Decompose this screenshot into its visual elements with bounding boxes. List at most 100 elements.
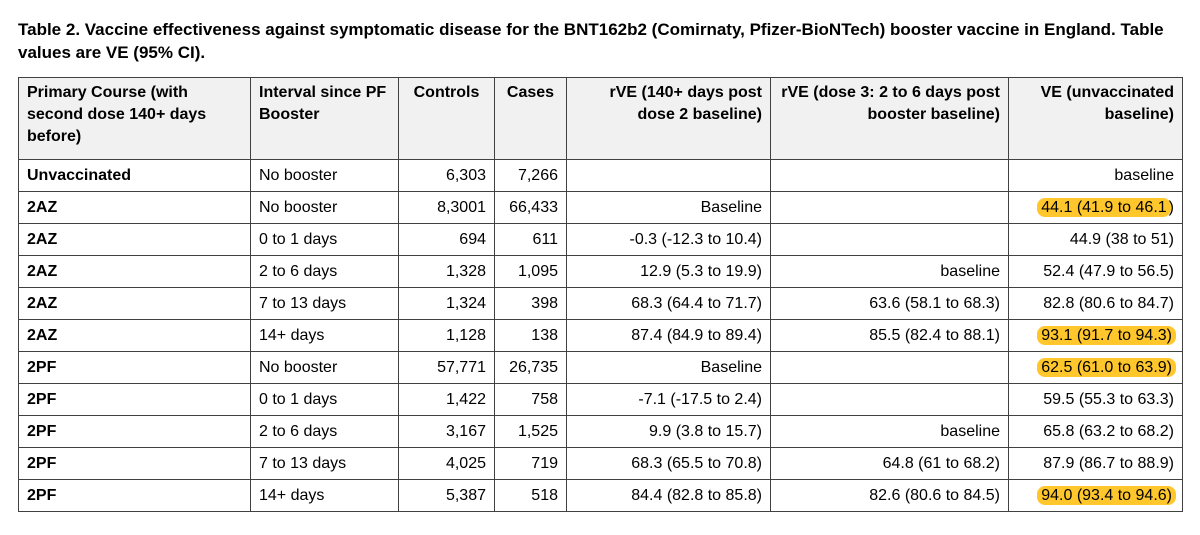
cell-controls: 57,771 bbox=[398, 351, 495, 384]
cell-ve: 44.9 (38 to 51) bbox=[1008, 223, 1183, 256]
cell-rve_dose2: -0.3 (-12.3 to 10.4) bbox=[566, 223, 771, 256]
cell-controls: 6,303 bbox=[398, 159, 495, 192]
cell-controls: 1,128 bbox=[398, 319, 495, 352]
column-header-primary: Primary Course (with second dose 140+ da… bbox=[18, 77, 251, 160]
column-header-controls: Controls bbox=[398, 77, 495, 160]
cell-primary: 2AZ bbox=[18, 191, 251, 224]
ve-highlight: 94.0 (93.4 to 94.6) bbox=[1037, 485, 1176, 505]
cell-interval: 2 to 6 days bbox=[250, 415, 399, 448]
column-header-ve: VE (unvaccinated baseline) bbox=[1008, 77, 1183, 160]
column-header-interval: Interval since PF Booster bbox=[250, 77, 399, 160]
cell-cases: 398 bbox=[494, 287, 567, 320]
table-row: 2PF 2 to 6 days 3,167 1,525 9.9 (3.8 to 15.7… bbox=[18, 415, 1183, 448]
table-row: 2AZ No booster 8,3001 66,433 Baseline 44.1 (4… bbox=[18, 191, 1183, 224]
table-row: 2PF 14+ days 5,387 518 84.4 (82.8 to 85.8) 82… bbox=[18, 479, 1183, 512]
cell-controls: 1,422 bbox=[398, 383, 495, 416]
cell-ve: 82.8 (80.6 to 84.7) bbox=[1008, 287, 1183, 320]
cell-rve_dose2: Baseline bbox=[566, 191, 771, 224]
cell-interval: 2 to 6 days bbox=[250, 255, 399, 288]
cell-cases: 7,266 bbox=[494, 159, 567, 192]
table-row: 2AZ 0 to 1 days 694 611 -0.3 (-12.3 to 10.4)… bbox=[18, 223, 1183, 256]
cell-interval: 0 to 1 days bbox=[250, 383, 399, 416]
cell-controls: 1,328 bbox=[398, 255, 495, 288]
cell-interval: 14+ days bbox=[250, 319, 399, 352]
table-row: 2PF 0 to 1 days 1,422 758 -7.1 (-17.5 to 2.4… bbox=[18, 383, 1183, 416]
cell-ve: 44.1 (41.9 to 46.1) bbox=[1008, 191, 1183, 224]
cell-ve: 59.5 (55.3 to 63.3) bbox=[1008, 383, 1183, 416]
cell-rve_dose2: 68.3 (64.4 to 71.7) bbox=[566, 287, 771, 320]
table-row: 2PF No booster 57,771 26,735 Baseline 62.5 (6… bbox=[18, 351, 1183, 384]
cell-primary: 2PF bbox=[18, 351, 251, 384]
cell-interval: 14+ days bbox=[250, 479, 399, 512]
cell-ve: 62.5 (61.0 to 63.9) bbox=[1008, 351, 1183, 384]
cell-cases: 719 bbox=[494, 447, 567, 480]
ve-highlight: 44.1 (41.9 to 46.1 bbox=[1037, 197, 1171, 217]
cell-cases: 758 bbox=[494, 383, 567, 416]
cell-rve_dose2: 87.4 (84.9 to 89.4) bbox=[566, 319, 771, 352]
cell-rve_booster: 85.5 (82.4 to 88.1) bbox=[770, 319, 1009, 352]
cell-cases: 518 bbox=[494, 479, 567, 512]
cell-rve_dose2: 68.3 (65.5 to 70.8) bbox=[566, 447, 771, 480]
cell-ve: 94.0 (93.4 to 94.6) bbox=[1008, 479, 1183, 512]
cell-rve_dose2: 12.9 (5.3 to 19.9) bbox=[566, 255, 771, 288]
cell-interval: 7 to 13 days bbox=[250, 287, 399, 320]
cell-ve: 93.1 (91.7 to 94.3) bbox=[1008, 319, 1183, 352]
cell-interval: 0 to 1 days bbox=[250, 223, 399, 256]
cell-cases: 1,525 bbox=[494, 415, 567, 448]
table-row: Unvaccinated No booster 6,303 7,266 baseline bbox=[18, 159, 1183, 192]
cell-rve_booster bbox=[770, 159, 1009, 192]
cell-rve_booster bbox=[770, 383, 1009, 416]
table-caption: Table 2. Vaccine effectiveness against s… bbox=[18, 20, 1164, 62]
cell-cases: 66,433 bbox=[494, 191, 567, 224]
cell-rve_booster: 64.8 (61 to 68.2) bbox=[770, 447, 1009, 480]
cell-primary: Unvaccinated bbox=[18, 159, 251, 192]
cell-primary: 2AZ bbox=[18, 319, 251, 352]
cell-primary: 2PF bbox=[18, 415, 251, 448]
cell-controls: 1,324 bbox=[398, 287, 495, 320]
table-header-row: Primary Course (with second dose 140+ da… bbox=[18, 77, 1183, 160]
cell-primary: 2AZ bbox=[18, 255, 251, 288]
cell-cases: 611 bbox=[494, 223, 567, 256]
column-header-rve_dose2: rVE (140+ days post dose 2 baseline) bbox=[566, 77, 771, 160]
column-header-rve_booster: rVE (dose 3: 2 to 6 days post booster ba… bbox=[770, 77, 1009, 160]
cell-cases: 26,735 bbox=[494, 351, 567, 384]
cell-rve_booster: 82.6 (80.6 to 84.5) bbox=[770, 479, 1009, 512]
cell-controls: 4,025 bbox=[398, 447, 495, 480]
cell-rve_dose2 bbox=[566, 159, 771, 192]
cell-cases: 138 bbox=[494, 319, 567, 352]
cell-rve_dose2: 84.4 (82.8 to 85.8) bbox=[566, 479, 771, 512]
cell-ve: baseline bbox=[1008, 159, 1183, 192]
cell-ve: 52.4 (47.9 to 56.5) bbox=[1008, 255, 1183, 288]
cell-primary: 2PF bbox=[18, 479, 251, 512]
column-header-cases: Cases bbox=[494, 77, 567, 160]
cell-rve_dose2: Baseline bbox=[566, 351, 771, 384]
ve-highlight: 93.1 (91.7 to 94.3) bbox=[1037, 325, 1176, 345]
cell-rve_dose2: -7.1 (-17.5 to 2.4) bbox=[566, 383, 771, 416]
cell-primary: 2AZ bbox=[18, 287, 251, 320]
vaccine-effectiveness-table: Primary Course (with second dose 140+ da… bbox=[18, 77, 1183, 512]
ve-highlight: 62.5 (61.0 to 63.9) bbox=[1037, 357, 1176, 377]
cell-controls: 3,167 bbox=[398, 415, 495, 448]
cell-primary: 2AZ bbox=[18, 223, 251, 256]
cell-interval: No booster bbox=[250, 191, 399, 224]
cell-ve: 87.9 (86.7 to 88.9) bbox=[1008, 447, 1183, 480]
cell-rve_booster: 63.6 (58.1 to 68.3) bbox=[770, 287, 1009, 320]
cell-primary: 2PF bbox=[18, 447, 251, 480]
cell-rve_booster bbox=[770, 191, 1009, 224]
table-row: 2AZ 2 to 6 days 1,328 1,095 12.9 (5.3 to 19.… bbox=[18, 255, 1183, 288]
cell-rve_booster: baseline bbox=[770, 415, 1009, 448]
cell-cases: 1,095 bbox=[494, 255, 567, 288]
table-row: 2AZ 7 to 13 days 1,324 398 68.3 (64.4 to 71.… bbox=[18, 287, 1183, 320]
table-row: 2AZ 14+ days 1,128 138 87.4 (84.9 to 89.4) 85… bbox=[18, 319, 1183, 352]
cell-primary: 2PF bbox=[18, 383, 251, 416]
cell-interval: No booster bbox=[250, 351, 399, 384]
cell-rve_booster bbox=[770, 223, 1009, 256]
cell-ve: 65.8 (63.2 to 68.2) bbox=[1008, 415, 1183, 448]
cell-controls: 694 bbox=[398, 223, 495, 256]
cell-interval: No booster bbox=[250, 159, 399, 192]
cell-rve_dose2: 9.9 (3.8 to 15.7) bbox=[566, 415, 771, 448]
table-row: 2PF 7 to 13 days 4,025 719 68.3 (65.5 to 70.… bbox=[18, 447, 1183, 480]
cell-interval: 7 to 13 days bbox=[250, 447, 399, 480]
cell-rve_booster bbox=[770, 351, 1009, 384]
cell-controls: 8,3001 bbox=[398, 191, 495, 224]
